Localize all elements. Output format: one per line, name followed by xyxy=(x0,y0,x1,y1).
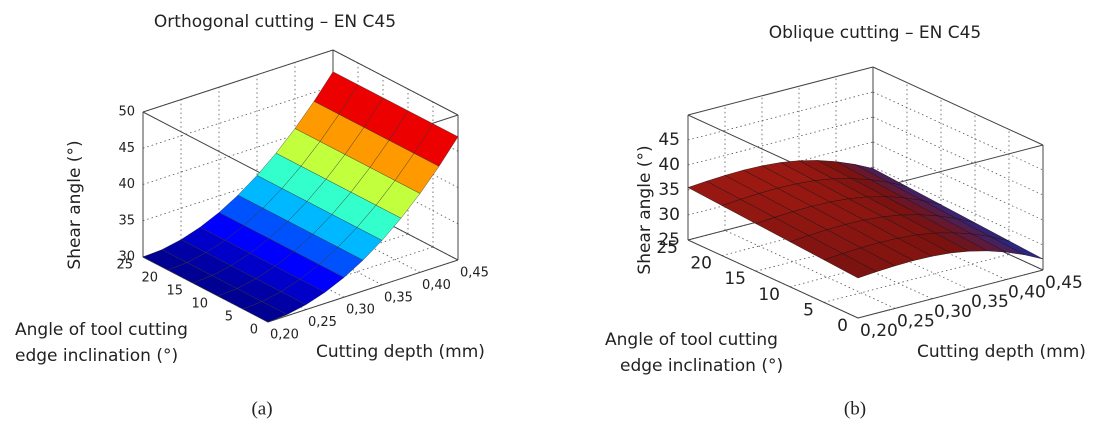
x-tick-label: 0,35 xyxy=(384,290,413,305)
y-tick-label: 0 xyxy=(837,316,848,336)
z-axis-label: Shear angle (°) xyxy=(635,145,655,274)
x-tick-label: 0,25 xyxy=(897,311,935,331)
y-tick-label: 15 xyxy=(166,284,183,299)
x-tick-label: 0,35 xyxy=(971,292,1009,312)
z-tick-label: 45 xyxy=(658,130,680,150)
chart-title: Oblique cutting – EN C45 xyxy=(769,23,981,43)
grid-line xyxy=(142,85,334,149)
x-tick-label: 0,30 xyxy=(346,303,375,318)
surface-patch xyxy=(242,301,288,323)
y-axis-label: edge inclination (°) xyxy=(620,356,783,376)
y-tick-label: 10 xyxy=(191,297,208,312)
y-tick-label: 20 xyxy=(690,254,712,274)
z-tick-label: 30 xyxy=(658,205,680,225)
z-axis-label: Shear angle (°) xyxy=(65,140,85,269)
caption: (a) xyxy=(251,398,272,419)
y-axis-label: edge inclination (°) xyxy=(15,346,178,366)
x-tick-label: 0,30 xyxy=(934,302,972,322)
x-tick-label: 0,45 xyxy=(460,266,489,281)
y-tick-label: 25 xyxy=(116,258,133,273)
x-axis-label: Cutting depth (mm) xyxy=(917,342,1086,362)
z-tick-label: 35 xyxy=(118,213,135,228)
axis-box xyxy=(857,269,1044,319)
z-tick-label: 35 xyxy=(658,180,680,200)
axis-box xyxy=(687,239,859,319)
z-tick-label: 40 xyxy=(658,155,680,175)
y-axis-label: Angle of tool cutting xyxy=(605,330,778,350)
grid-line xyxy=(823,254,1010,303)
x-tick-label: 0,20 xyxy=(860,321,898,341)
z-tick-label: 40 xyxy=(118,177,135,192)
axis-box xyxy=(267,259,459,323)
grid-line xyxy=(872,91,1044,171)
grid-line xyxy=(687,116,874,166)
caption: (b) xyxy=(844,398,866,419)
z-tick-label: 30 xyxy=(118,250,135,265)
x-tick-label: 0,40 xyxy=(422,278,451,293)
y-axis-label: Angle of tool cutting xyxy=(15,320,188,340)
x-tick-label: 0,40 xyxy=(1008,283,1046,303)
axis-box xyxy=(687,66,874,116)
y-tick-label: 0 xyxy=(250,323,258,338)
x-axis-label: Cutting depth (mm) xyxy=(316,342,485,362)
y-tick-label: 25 xyxy=(656,238,678,258)
y-tick-label: 10 xyxy=(758,285,780,305)
y-tick-label: 20 xyxy=(141,271,158,286)
z-tick-label: 45 xyxy=(118,141,135,156)
grid-line xyxy=(687,91,874,141)
axis-box xyxy=(332,49,459,116)
y-tick-label: 5 xyxy=(803,300,814,320)
x-tick-label: 0,45 xyxy=(1045,273,1083,293)
axis-box xyxy=(142,49,334,113)
surface-patch xyxy=(823,253,878,279)
chart-title: Orthogonal cutting – EN C45 xyxy=(154,12,396,32)
axis-box xyxy=(142,111,269,178)
axis-box xyxy=(872,66,1044,146)
x-tick-label: 0,20 xyxy=(270,328,299,343)
y-tick-label: 5 xyxy=(225,310,233,325)
z-tick-label: 50 xyxy=(118,105,135,120)
z-tick-label: 25 xyxy=(658,230,680,250)
y-tick-label: 15 xyxy=(724,269,746,289)
x-tick-label: 0,25 xyxy=(308,315,337,330)
